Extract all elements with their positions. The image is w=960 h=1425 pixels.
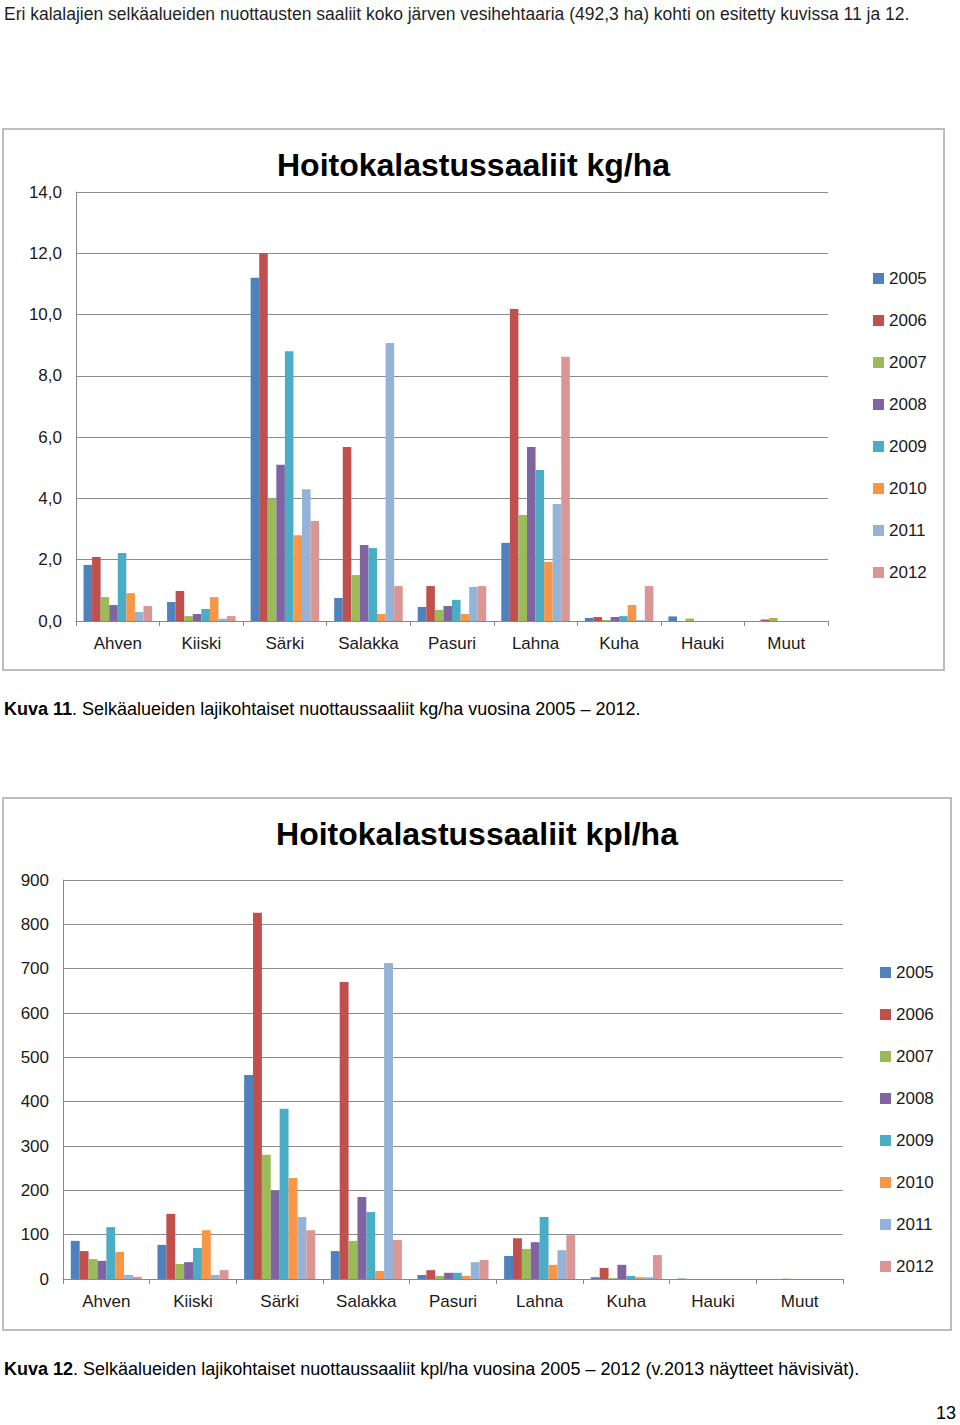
- svg-text:12,0: 12,0: [29, 244, 62, 263]
- svg-text:2007: 2007: [889, 353, 927, 372]
- svg-text:2010: 2010: [896, 1173, 934, 1192]
- svg-text:Lahna: Lahna: [516, 1292, 564, 1311]
- svg-text:Hoitokalastussaaliit kpl/ha: Hoitokalastussaaliit kpl/ha: [276, 816, 678, 852]
- svg-text:Pasuri: Pasuri: [429, 1292, 477, 1311]
- html-text:Kuva 11. Selkäalueiden lajikoh: Kuva 11. Selkäalueiden lajikohtaiset nuo…: [4, 699, 641, 719]
- svg-text:Kiiski: Kiiski: [173, 1292, 213, 1311]
- svg-text:2011: 2011: [889, 521, 926, 540]
- html-text:Kuva 12. Selkäalueiden lajikoh: Kuva 12. Selkäalueiden lajikohtaiset nuo…: [4, 1359, 860, 1379]
- svg-text:300: 300: [21, 1137, 49, 1156]
- svg-text:2005: 2005: [889, 269, 927, 288]
- svg-text:0,0: 0,0: [38, 612, 62, 631]
- html-text:Eri kalalajien selkäalueiden n: Eri kalalajien selkäalueiden nuottausten…: [4, 4, 910, 24]
- svg-text:6,0: 6,0: [38, 428, 62, 447]
- svg-text:800: 800: [21, 915, 49, 934]
- svg-text:2011: 2011: [896, 1215, 933, 1234]
- svg-text:2006: 2006: [889, 311, 927, 330]
- svg-text:Pasuri: Pasuri: [428, 634, 476, 653]
- svg-text:2006: 2006: [896, 1005, 934, 1024]
- svg-text:Särki: Särki: [260, 1292, 299, 1311]
- svg-text:Muut: Muut: [767, 634, 805, 653]
- svg-text:Hauki: Hauki: [691, 1292, 734, 1311]
- svg-text:2008: 2008: [889, 395, 927, 414]
- svg-text:2009: 2009: [896, 1131, 934, 1150]
- svg-text:Ahven: Ahven: [94, 634, 142, 653]
- svg-text:2009: 2009: [889, 437, 927, 456]
- svg-text:Salakka: Salakka: [338, 634, 399, 653]
- svg-text:500: 500: [21, 1048, 49, 1067]
- svg-text:Kuha: Kuha: [599, 634, 639, 653]
- svg-text:8,0: 8,0: [38, 366, 62, 385]
- svg-text:400: 400: [21, 1092, 49, 1111]
- svg-text:2008: 2008: [896, 1089, 934, 1108]
- svg-text:100: 100: [21, 1225, 49, 1244]
- svg-text:Särki: Särki: [266, 634, 305, 653]
- svg-text:200: 200: [21, 1181, 49, 1200]
- svg-text:0: 0: [40, 1270, 49, 1289]
- svg-text:Muut: Muut: [781, 1292, 819, 1311]
- svg-text:Salakka: Salakka: [336, 1292, 397, 1311]
- svg-text:2005: 2005: [896, 963, 934, 982]
- svg-text:2012: 2012: [889, 563, 927, 582]
- svg-text:4,0: 4,0: [38, 489, 62, 508]
- svg-text:Lahna: Lahna: [512, 634, 560, 653]
- svg-text:2012: 2012: [896, 1257, 934, 1276]
- svg-text:Ahven: Ahven: [82, 1292, 130, 1311]
- svg-text:Hoitokalastussaaliit kg/ha: Hoitokalastussaaliit kg/ha: [277, 147, 670, 183]
- svg-text:2010: 2010: [889, 479, 927, 498]
- svg-text:Hauki: Hauki: [681, 634, 724, 653]
- svg-text:2007: 2007: [896, 1047, 934, 1066]
- svg-text:Kuha: Kuha: [606, 1292, 646, 1311]
- html-text:13: 13: [936, 1403, 956, 1423]
- svg-text:14,0: 14,0: [29, 183, 62, 202]
- svg-text:10,0: 10,0: [29, 305, 62, 324]
- svg-text:Kiiski: Kiiski: [181, 634, 221, 653]
- svg-text:2,0: 2,0: [38, 550, 62, 569]
- svg-text:900: 900: [21, 871, 49, 890]
- svg-text:600: 600: [21, 1004, 49, 1023]
- svg-text:700: 700: [21, 959, 49, 978]
